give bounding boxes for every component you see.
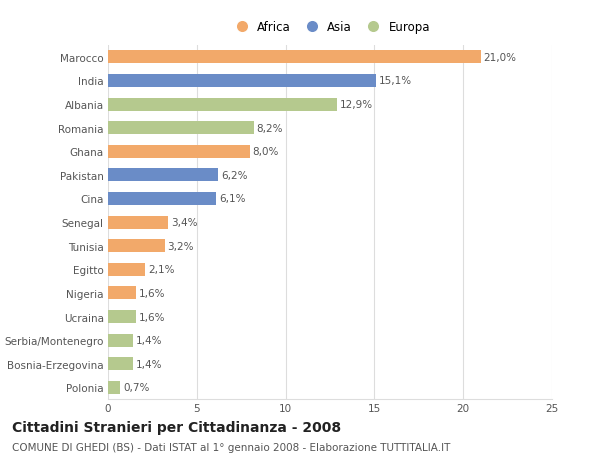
Bar: [108, 146, 250, 158]
Text: 8,0%: 8,0%: [253, 147, 279, 157]
Text: COMUNE DI GHEDI (BS) - Dati ISTAT al 1° gennaio 2008 - Elaborazione TUTTITALIA.I: COMUNE DI GHEDI (BS) - Dati ISTAT al 1° …: [12, 442, 451, 452]
Text: 2,1%: 2,1%: [148, 265, 175, 275]
Text: 0,7%: 0,7%: [123, 382, 149, 392]
Text: 21,0%: 21,0%: [484, 53, 517, 63]
Bar: [108, 287, 136, 300]
Text: 12,9%: 12,9%: [340, 100, 373, 110]
Text: 1,4%: 1,4%: [136, 336, 162, 346]
Bar: [108, 381, 121, 394]
Text: 1,6%: 1,6%: [139, 312, 166, 322]
Bar: [108, 51, 481, 64]
Text: 1,6%: 1,6%: [139, 288, 166, 298]
Bar: [108, 216, 169, 229]
Text: 1,4%: 1,4%: [136, 359, 162, 369]
Bar: [108, 358, 133, 370]
Bar: [108, 98, 337, 111]
Bar: [108, 240, 165, 252]
Bar: [108, 310, 136, 323]
Text: 6,1%: 6,1%: [219, 194, 245, 204]
Bar: [108, 75, 376, 88]
Legend: Africa, Asia, Europa: Africa, Asia, Europa: [225, 17, 435, 39]
Bar: [108, 169, 218, 182]
Bar: [108, 263, 145, 276]
Text: 6,2%: 6,2%: [221, 170, 247, 180]
Bar: [108, 193, 217, 206]
Bar: [108, 334, 133, 347]
Text: 15,1%: 15,1%: [379, 76, 412, 86]
Text: Cittadini Stranieri per Cittadinanza - 2008: Cittadini Stranieri per Cittadinanza - 2…: [12, 420, 341, 434]
Bar: [108, 122, 254, 135]
Text: 3,4%: 3,4%: [171, 218, 197, 228]
Text: 3,2%: 3,2%: [167, 241, 194, 251]
Text: 8,2%: 8,2%: [256, 123, 283, 134]
